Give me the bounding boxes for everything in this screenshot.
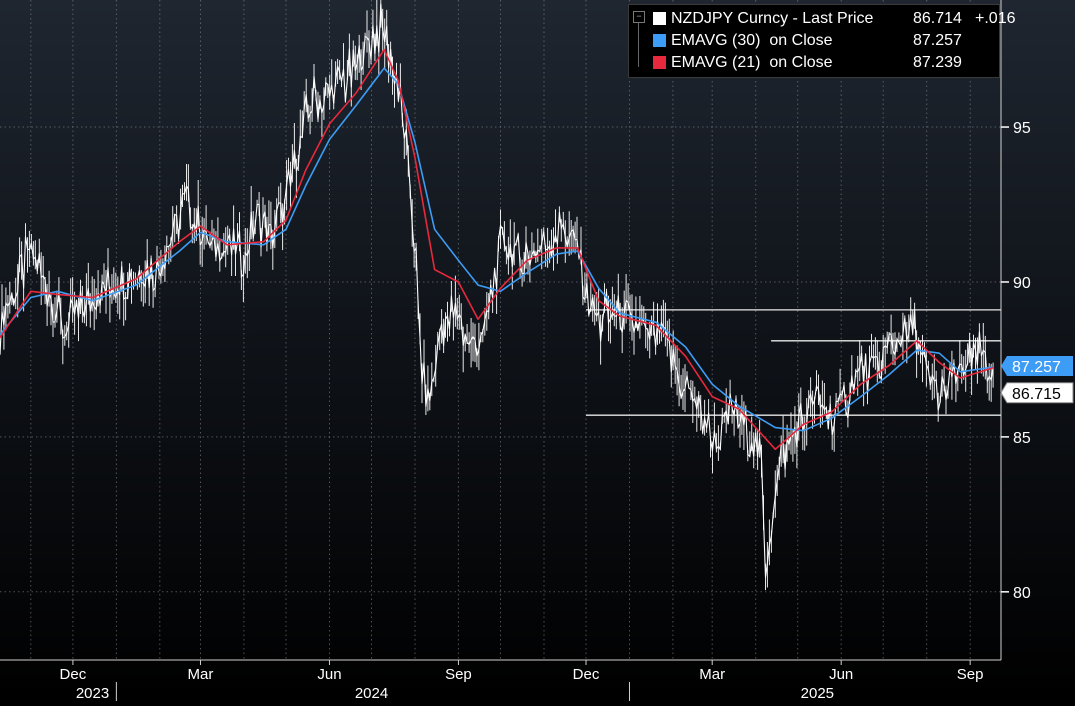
legend-change-price: +.016: [975, 10, 1016, 27]
price-range-bars: [1, 0, 994, 591]
y-tick-label: 95: [1013, 120, 1031, 137]
y-tick-label: 80: [1013, 585, 1031, 602]
last-price-tag-bg: [1000, 382, 1074, 404]
x-tick-label: Dec: [573, 666, 600, 683]
y-tick-label: 90: [1013, 275, 1031, 292]
legend: − NZDJPY Curncy - Last Price 86.714 +.01…: [628, 4, 1015, 78]
ema21-line: [0, 48, 995, 451]
x-tick-label: Mar: [188, 666, 214, 683]
x-year-label: 2023: [76, 685, 109, 701]
x-year-label: 2025: [801, 685, 834, 701]
legend-swatch-ema30: [653, 34, 666, 47]
last-price-tag-text: 86.715: [1012, 386, 1061, 403]
x-tick-label: Sep: [957, 666, 984, 683]
legend-collapse-icon[interactable]: −: [633, 11, 645, 23]
ema30-price-tag-text: 87.257: [1012, 359, 1061, 376]
x-tick-label: Sep: [445, 666, 472, 683]
ema30-line: [0, 67, 995, 432]
legend-label-price: NZDJPY Curncy - Last Price: [671, 10, 874, 27]
x-tick-label: Mar: [699, 666, 725, 683]
x-year-label: 2024: [355, 685, 388, 701]
legend-tree-line: [638, 23, 639, 67]
legend-item-price[interactable]: NZDJPY Curncy - Last Price 86.714 +.016: [653, 9, 1015, 29]
x-tick-label: Jun: [317, 666, 341, 683]
x-tick-label: Jun: [829, 666, 853, 683]
legend-label-ema30: EMAVG (30) on Close: [671, 32, 833, 49]
legend-swatch-price: [653, 12, 666, 25]
legend-item-ema30[interactable]: EMAVG (30) on Close 87.257: [653, 31, 962, 51]
legend-value-ema21: 87.239: [913, 54, 962, 71]
y-tick-label: 85: [1013, 430, 1031, 447]
legend-value-price: 86.714: [913, 10, 962, 27]
ema30-price-tag-bg: [1001, 355, 1073, 376]
legend-item-ema21[interactable]: EMAVG (21) on Close 87.239: [653, 53, 962, 73]
legend-swatch-ema21: [653, 56, 666, 69]
legend-value-ema30: 87.257: [913, 32, 962, 49]
x-tick-label: Dec: [60, 666, 87, 683]
legend-label-ema21: EMAVG (21) on Close: [671, 54, 833, 71]
